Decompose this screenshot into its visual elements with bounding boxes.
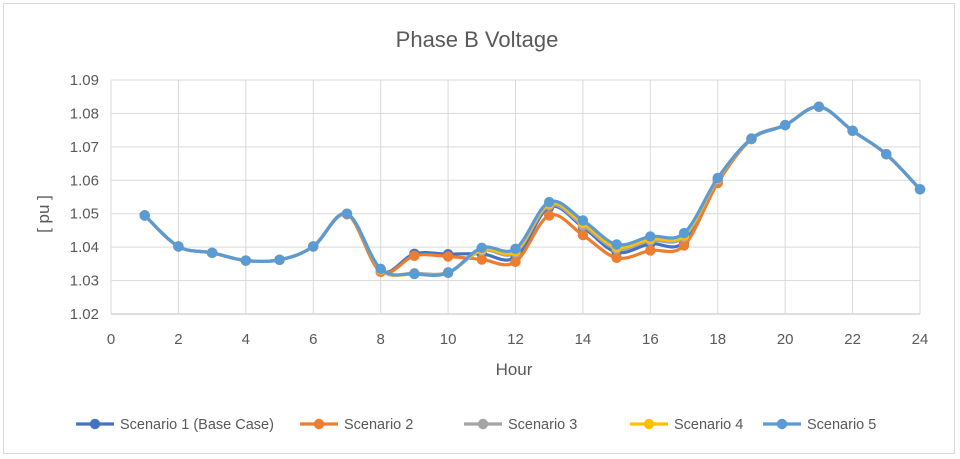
x-tick-label: 4: [242, 331, 250, 348]
series-3: [139, 101, 926, 279]
data-point: [611, 239, 622, 250]
series-4: [139, 101, 926, 280]
data-point: [442, 267, 454, 279]
x-tick-label: 24: [912, 331, 929, 348]
x-axis-ticks: 0 2 4 6 8 10 12 14 16 18 20 22 24: [107, 331, 929, 348]
x-tick-label: 6: [309, 331, 317, 348]
legend-label: Scenario 2: [344, 417, 413, 433]
y-tick-label: 1.06: [70, 172, 99, 189]
y-axis-label: [ pu ]: [34, 195, 53, 233]
data-point: [813, 101, 825, 112]
data-point: [544, 210, 555, 221]
y-tick-label: 1.02: [70, 306, 99, 323]
legend-item-1: Scenario 1 (Base Case): [76, 417, 274, 433]
series-group: [139, 101, 926, 280]
y-tick-label: 1.07: [70, 139, 99, 156]
x-tick-label: 20: [777, 331, 794, 348]
series-line: [143, 105, 922, 277]
x-tick-label: 18: [709, 331, 726, 348]
data-point: [577, 215, 589, 226]
data-point: [712, 172, 723, 184]
series-5: [139, 101, 926, 280]
data-point: [678, 240, 690, 251]
data-point: [510, 256, 521, 268]
legend-item-2: Scenario 2: [300, 417, 413, 433]
legend-swatch-marker: [313, 418, 325, 430]
series-1: [139, 101, 926, 277]
legend-label: Scenario 5: [807, 417, 876, 433]
y-tick-label: 1.03: [70, 273, 99, 290]
legend-item-4: Scenario 4: [630, 417, 743, 433]
data-point: [746, 133, 757, 145]
data-point: [847, 125, 858, 137]
x-axis-label: Hour: [496, 360, 533, 379]
data-point: [476, 242, 487, 254]
legend-item-5: Scenario 5: [763, 417, 876, 433]
data-point: [510, 243, 521, 255]
x-tick-label: 2: [174, 331, 182, 348]
x-tick-label: 22: [844, 331, 861, 348]
data-point: [577, 229, 589, 241]
data-point: [645, 245, 656, 256]
data-point: [173, 241, 184, 252]
series-2: [139, 101, 926, 278]
x-tick-label: 12: [507, 331, 524, 348]
data-point: [139, 210, 150, 221]
y-tick-label: 1.04: [70, 239, 99, 256]
legend-label: Scenario 3: [508, 417, 577, 433]
legend-swatch-marker: [477, 418, 489, 430]
data-point: [409, 268, 420, 280]
data-point: [678, 227, 690, 239]
data-point: [544, 196, 555, 208]
data-point: [274, 254, 285, 266]
grid-lines: [110, 79, 921, 315]
x-tick-label: 10: [440, 331, 457, 348]
legend-swatch-marker: [89, 418, 101, 430]
data-point: [308, 241, 319, 252]
x-tick-label: 8: [376, 331, 384, 348]
data-point: [240, 255, 252, 266]
data-point: [341, 208, 353, 219]
data-point: [375, 263, 386, 275]
series-line: [143, 105, 922, 275]
y-axis-ticks: 1.02 1.03 1.04 1.05 1.06 1.07 1.08 1.09: [70, 72, 99, 323]
y-tick-label: 1.09: [70, 72, 99, 89]
data-point: [409, 250, 420, 262]
legend-item-3: Scenario 3: [464, 417, 577, 433]
data-point: [442, 251, 454, 262]
x-tick-label: 0: [107, 331, 115, 348]
legend-swatch-marker: [643, 418, 655, 430]
series-line: [143, 105, 922, 275]
data-point: [206, 247, 218, 259]
data-point: [611, 252, 622, 264]
legend-label: Scenario 1 (Base Case): [120, 417, 274, 433]
y-tick-label: 1.05: [70, 206, 99, 223]
data-point: [645, 231, 656, 242]
x-tick-label: 16: [642, 331, 659, 348]
x-tick-label: 14: [575, 331, 592, 348]
data-point: [779, 119, 791, 131]
y-tick-label: 1.08: [70, 105, 99, 122]
chart-title: Phase B Voltage: [396, 27, 559, 52]
legend-swatch-marker: [776, 418, 788, 430]
data-point: [914, 184, 926, 195]
series-line: [143, 105, 922, 277]
data-point: [881, 149, 892, 160]
legend-label: Scenario 4: [674, 417, 743, 433]
data-point: [476, 254, 487, 265]
series-line: [143, 105, 922, 277]
legend: Scenario 1 (Base Case) Scenario 2 Scenario…: [76, 417, 876, 433]
chart-frame: [3, 3, 955, 454]
